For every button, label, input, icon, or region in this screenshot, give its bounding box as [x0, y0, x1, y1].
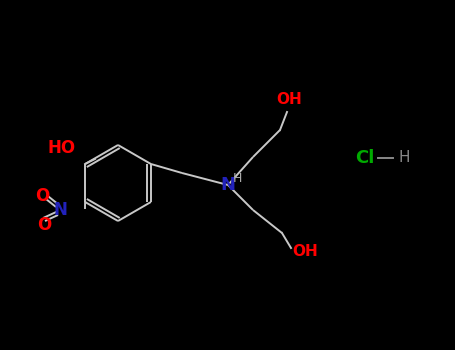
Text: H: H: [398, 150, 410, 166]
Text: N: N: [53, 201, 67, 219]
Text: O: O: [35, 187, 49, 205]
Text: N: N: [221, 176, 236, 194]
Text: O: O: [37, 216, 51, 234]
Text: HO: HO: [48, 139, 76, 157]
Text: OH: OH: [292, 245, 318, 259]
Text: OH: OH: [276, 92, 302, 107]
Text: Cl: Cl: [355, 149, 374, 167]
Text: H: H: [233, 172, 242, 184]
